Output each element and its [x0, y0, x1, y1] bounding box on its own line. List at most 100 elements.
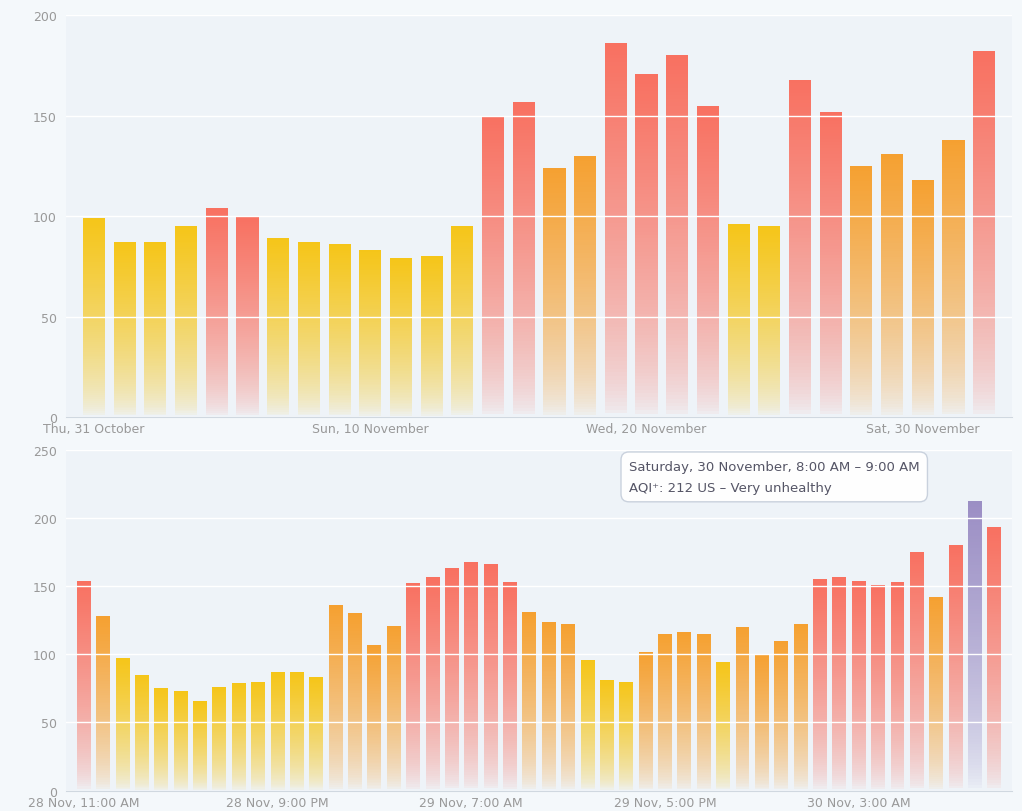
- Bar: [297, 274, 320, 277]
- Bar: [83, 368, 105, 370]
- Bar: [716, 718, 730, 719]
- Bar: [329, 616, 342, 619]
- Bar: [789, 391, 811, 394]
- Bar: [758, 364, 781, 367]
- Bar: [697, 212, 718, 216]
- Bar: [193, 777, 207, 778]
- Bar: [135, 745, 149, 747]
- Bar: [775, 779, 788, 780]
- Bar: [910, 576, 924, 578]
- Bar: [483, 612, 498, 614]
- Bar: [910, 691, 924, 693]
- Bar: [267, 321, 289, 323]
- Bar: [716, 722, 730, 723]
- Bar: [850, 355, 873, 358]
- Bar: [452, 414, 473, 416]
- Bar: [678, 650, 691, 652]
- Bar: [464, 775, 478, 777]
- Bar: [789, 360, 811, 363]
- Bar: [349, 681, 362, 683]
- Bar: [948, 707, 963, 710]
- Bar: [814, 650, 827, 651]
- Bar: [987, 560, 1002, 562]
- Bar: [113, 380, 136, 381]
- Bar: [890, 755, 904, 757]
- Bar: [678, 787, 691, 789]
- Bar: [522, 770, 537, 771]
- Bar: [236, 380, 259, 381]
- Bar: [619, 785, 634, 787]
- Bar: [271, 672, 284, 673]
- Bar: [775, 729, 788, 731]
- Bar: [968, 517, 982, 519]
- Bar: [113, 393, 136, 395]
- Bar: [154, 755, 169, 756]
- Bar: [871, 694, 885, 696]
- Bar: [390, 273, 412, 275]
- Bar: [697, 786, 710, 787]
- Bar: [678, 736, 691, 737]
- Bar: [349, 771, 362, 773]
- Bar: [232, 790, 246, 791]
- Bar: [929, 764, 943, 766]
- Bar: [987, 620, 1002, 622]
- Bar: [349, 770, 362, 771]
- Bar: [135, 697, 149, 698]
- Bar: [464, 706, 478, 708]
- Bar: [600, 762, 614, 763]
- Bar: [406, 787, 420, 788]
- Bar: [658, 695, 672, 697]
- Bar: [600, 683, 614, 684]
- Bar: [929, 756, 943, 757]
- Bar: [794, 787, 807, 789]
- Bar: [113, 339, 136, 341]
- Bar: [544, 238, 565, 241]
- Bar: [871, 757, 885, 760]
- Bar: [205, 411, 228, 414]
- Bar: [290, 732, 304, 734]
- Bar: [232, 766, 246, 767]
- Bar: [251, 707, 265, 708]
- Bar: [522, 657, 537, 659]
- Bar: [310, 682, 323, 684]
- Bar: [236, 241, 259, 243]
- Bar: [755, 686, 769, 687]
- Bar: [482, 177, 504, 180]
- Bar: [987, 567, 1002, 570]
- Bar: [113, 390, 136, 392]
- Bar: [522, 667, 537, 669]
- Bar: [850, 187, 873, 189]
- Bar: [666, 298, 688, 302]
- Bar: [328, 255, 351, 257]
- Bar: [513, 194, 535, 197]
- Bar: [154, 788, 169, 790]
- Bar: [425, 703, 439, 705]
- Bar: [666, 273, 688, 277]
- Bar: [697, 396, 718, 399]
- Bar: [794, 671, 807, 672]
- Bar: [267, 346, 289, 348]
- Bar: [666, 331, 688, 335]
- Bar: [890, 735, 904, 736]
- Bar: [483, 779, 498, 782]
- Bar: [948, 734, 963, 736]
- Bar: [77, 642, 91, 644]
- Bar: [678, 753, 691, 754]
- Bar: [445, 769, 459, 770]
- Bar: [77, 784, 91, 787]
- Bar: [542, 714, 556, 716]
- Bar: [513, 128, 535, 131]
- Bar: [425, 771, 439, 774]
- Bar: [871, 587, 885, 589]
- Bar: [83, 364, 105, 366]
- Bar: [390, 358, 412, 359]
- Bar: [639, 742, 653, 744]
- Bar: [310, 685, 323, 687]
- Bar: [544, 345, 565, 348]
- Bar: [639, 693, 653, 695]
- Bar: [758, 305, 781, 307]
- Bar: [832, 774, 846, 776]
- Bar: [678, 697, 691, 699]
- Bar: [929, 629, 943, 630]
- Bar: [948, 779, 963, 781]
